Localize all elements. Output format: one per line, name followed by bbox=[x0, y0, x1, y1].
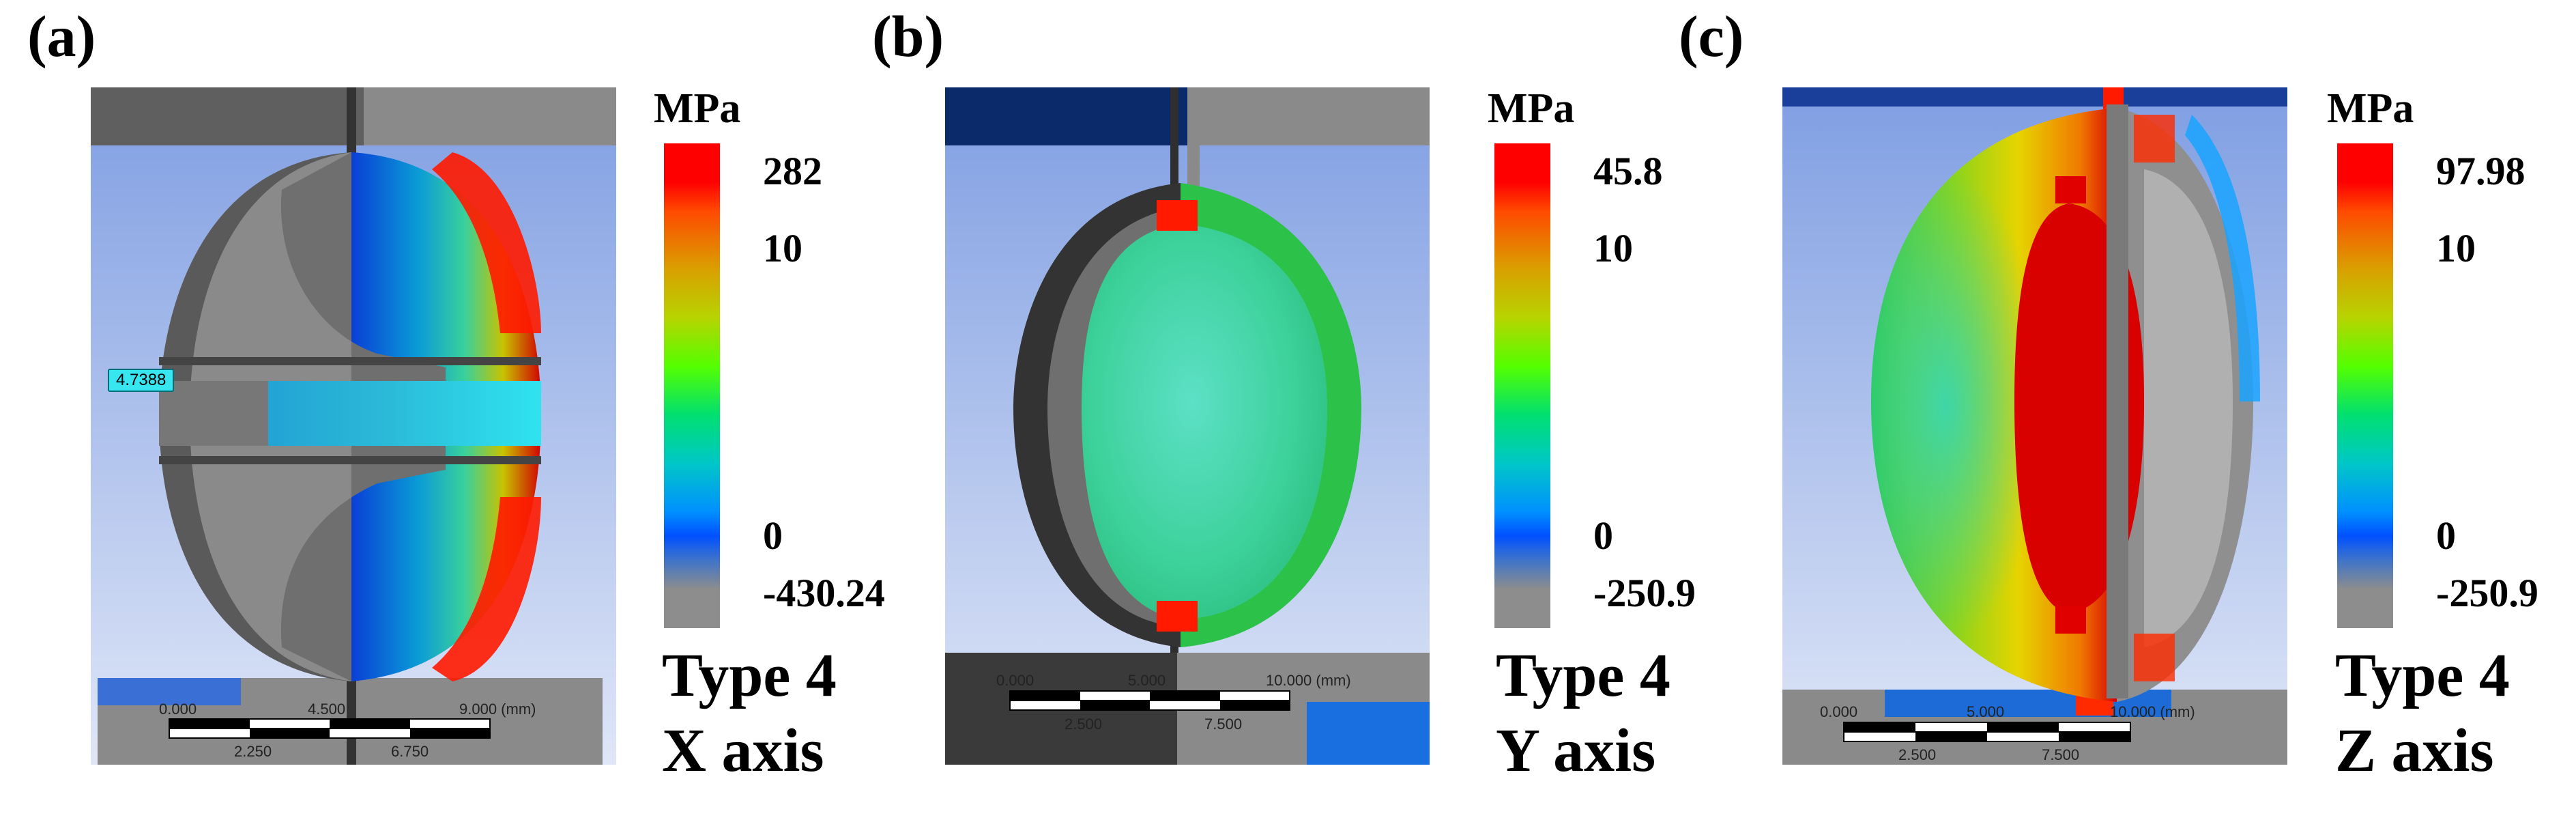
panel-b-letter: (b) bbox=[872, 3, 944, 69]
panel-b-simulation-image: 0.000 5.000 10.000 (mm) 2.500 7.500 bbox=[945, 87, 1430, 765]
probe-value-label: 4.7388 bbox=[108, 369, 175, 392]
panel-a-colorbar bbox=[664, 143, 720, 628]
scale-a-tick-1: 4.500 bbox=[308, 701, 345, 718]
scale-c-tick-0: 0.000 bbox=[1820, 703, 1857, 720]
panel-c-tick-0: 0 bbox=[2436, 513, 2456, 558]
scale-c-tick-4: 7.500 bbox=[2042, 746, 2079, 763]
panel-a-tick-0: 0 bbox=[763, 513, 783, 558]
scale-b-tick-0: 0.000 bbox=[996, 672, 1034, 689]
scale-b-tick-1: 5.000 bbox=[1128, 672, 1166, 689]
panel-a-tick-min: -430.24 bbox=[763, 571, 885, 615]
panel-a-simulation-image: 0.000 4.500 9.000 (mm) 2.250 6.750 bbox=[91, 87, 616, 765]
scale-b-tick-2: 10.000 (mm) bbox=[1266, 672, 1351, 689]
panel-c-tick-min: -250.9 bbox=[2436, 571, 2538, 615]
panel-b-axis-label: Y axis bbox=[1496, 717, 1656, 784]
panel-c-simulation-image: 0.000 5.000 10.000 (mm) 2.500 7.500 bbox=[1782, 87, 2287, 765]
panel-b-colorbar bbox=[1494, 143, 1550, 628]
panel-b-tick-min: -250.9 bbox=[1593, 571, 1696, 615]
scale-c-tick-3: 2.500 bbox=[1898, 746, 1936, 763]
scale-a-tick-4: 6.750 bbox=[391, 743, 429, 760]
panel-b-tick-10: 10 bbox=[1593, 226, 1633, 270]
scale-c-tick-1: 5.000 bbox=[1967, 703, 2004, 720]
panel-c-colorbar bbox=[2337, 143, 2393, 628]
panel-c-unit: MPa bbox=[2327, 85, 2414, 132]
scale-b-tick-4: 7.500 bbox=[1204, 716, 1242, 733]
scale-a-tick-2: 9.000 (mm) bbox=[459, 701, 536, 718]
panel-c-letter: (c) bbox=[1679, 3, 1744, 69]
panel-a-tick-10: 10 bbox=[763, 226, 802, 270]
panel-a-type-label: Type 4 bbox=[662, 642, 837, 709]
panel-b-tick-max: 45.8 bbox=[1593, 149, 1663, 193]
panel-a-axis-label: X axis bbox=[662, 717, 824, 784]
scale-c-tick-2: 10.000 (mm) bbox=[2110, 703, 2195, 720]
panel-c-type-label: Type 4 bbox=[2335, 642, 2510, 709]
panel-a-letter: (a) bbox=[27, 3, 96, 69]
panel-c-tick-10: 10 bbox=[2436, 226, 2476, 270]
scale-a-tick-3: 2.250 bbox=[234, 743, 272, 760]
panel-c-axis-label: Z axis bbox=[2335, 717, 2494, 784]
panel-a-tick-max: 282 bbox=[763, 149, 822, 193]
panel-b-type-label: Type 4 bbox=[1496, 642, 1670, 709]
scale-b-tick-3: 2.500 bbox=[1065, 716, 1102, 733]
scale-a-tick-0: 0.000 bbox=[159, 701, 197, 718]
panel-c-tick-max: 97.98 bbox=[2436, 149, 2526, 193]
panel-b-unit: MPa bbox=[1488, 85, 1575, 132]
panel-a-unit: MPa bbox=[654, 85, 741, 132]
panel-b-tick-0: 0 bbox=[1593, 513, 1613, 558]
